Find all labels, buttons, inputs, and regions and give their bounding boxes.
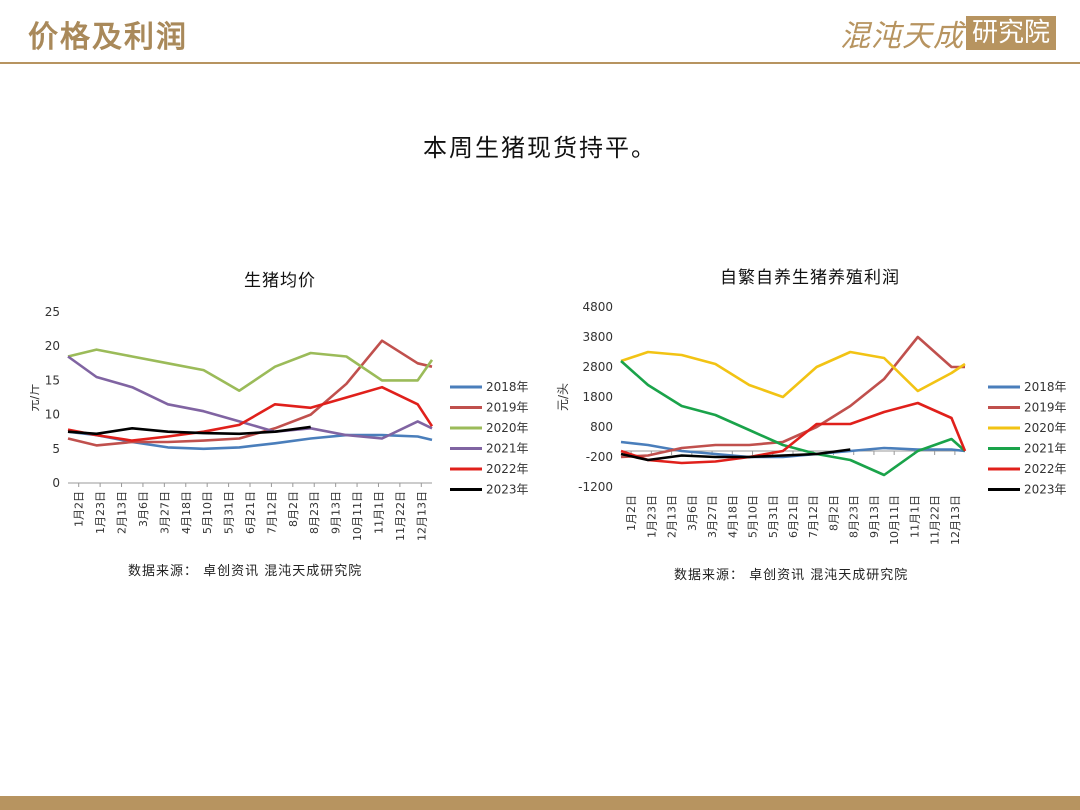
x-tick-label: 10月11日 <box>351 491 364 541</box>
x-tick-label: 10月11日 <box>888 495 901 545</box>
x-tick-label: 1月23日 <box>94 491 107 534</box>
x-tick-label: 6月21日 <box>244 491 257 534</box>
series-line-2022年 <box>67 385 434 442</box>
legend-label: 2021年 <box>1024 442 1067 456</box>
legend-label: 2022年 <box>486 462 529 476</box>
x-tick-label: 12月13日 <box>415 491 428 541</box>
y-tick-label: 25 <box>45 305 60 319</box>
logo-text: 混沌天成 <box>839 19 964 54</box>
y-tick-label: 10 <box>45 408 60 422</box>
series-line-2021年 <box>67 355 433 440</box>
x-tick-label: 7月12日 <box>265 491 278 534</box>
series-line-2021年 <box>620 360 966 477</box>
x-tick-label: 1月23日 <box>645 495 658 538</box>
y-tick-label: 20 <box>45 339 60 353</box>
x-tick-label: 1月2日 <box>625 495 638 531</box>
x-tick-label: 11月1日 <box>908 495 921 538</box>
series-line-2022年 <box>620 401 967 465</box>
y-tick-label: 5 <box>52 442 60 456</box>
x-tick-label: 6月21日 <box>787 495 800 538</box>
legend-label: 2018年 <box>1024 380 1067 394</box>
slide-header: 价格及利润 混沌天成 研究院 <box>0 0 1080 64</box>
y-tick-label: 2800 <box>582 360 613 374</box>
y-tick-label: -200 <box>586 450 613 464</box>
x-tick-label: 11月1日 <box>372 491 385 534</box>
x-tick-label: 8月23日 <box>848 495 861 538</box>
logo-box-text: 研究院 <box>965 16 1056 50</box>
x-tick-label: 3月6日 <box>686 495 699 531</box>
series-line-2023年 <box>620 448 851 462</box>
company-logo: 混沌天成 研究院 <box>839 14 1056 54</box>
series-line-2019年 <box>620 335 965 459</box>
x-tick-label: 3月27日 <box>158 491 171 534</box>
x-tick-label: 9月13日 <box>330 491 343 534</box>
x-tick-label: 5月10日 <box>201 491 214 534</box>
x-tick-label: 5月31日 <box>223 491 236 534</box>
x-tick-label: 3月6日 <box>137 491 150 527</box>
y-axis-label: 元/头 <box>556 383 570 411</box>
x-tick-label: 9月13日 <box>868 495 881 538</box>
y-tick-label: -1200 <box>578 480 613 494</box>
x-tick-label: 11月22日 <box>394 491 407 541</box>
legend-label: 2019年 <box>486 401 529 415</box>
x-tick-label: 8月2日 <box>827 495 840 531</box>
legend-label: 2023年 <box>486 483 529 497</box>
legend-label: 2018年 <box>486 380 529 394</box>
y-tick-label: 15 <box>45 373 60 387</box>
x-tick-label: 3月27日 <box>706 495 719 538</box>
legend-label: 2020年 <box>1024 421 1067 435</box>
y-tick-label: 1800 <box>582 390 613 404</box>
headline: 本周生猪现货持平。 <box>423 134 657 162</box>
source-note-right: 数据来源： 卓创资讯 混沌天成研究院 <box>674 568 909 583</box>
chart-title-breeding-profit: 自繁自养生猪养殖利润 <box>720 268 900 288</box>
legend-label: 2021年 <box>486 442 529 456</box>
y-tick-label: 0 <box>52 476 60 490</box>
series-line-2023年 <box>67 425 311 436</box>
x-tick-label: 5月31日 <box>767 495 780 538</box>
series-line-2020年 <box>620 350 966 399</box>
chart-pig-price: 0 5 10 15 20 25 1月2日 1月23日 2月13日 3月6日 3月27日 4月18日 5月… <box>30 305 529 541</box>
x-tick-label: 8月2日 <box>287 491 300 527</box>
x-tick-label: 2月13日 <box>666 495 679 538</box>
header-divider <box>0 62 1080 64</box>
page-title: 价格及利润 <box>28 20 188 55</box>
x-tick-label: 1月2日 <box>73 491 86 527</box>
legend-label: 2022年 <box>1024 462 1067 476</box>
legend-label: 2019年 <box>1024 401 1067 415</box>
legend-label: 2020年 <box>486 421 529 435</box>
chart-breeding-profit: -1200 -200 800 1800 2800 3800 4800 1月2日 1月23日 2月1… <box>556 300 1067 545</box>
x-tick-label: 11月22日 <box>929 495 942 545</box>
chart-title-pig-price: 生猪均价 <box>244 271 316 291</box>
y-tick-label: 4800 <box>582 300 613 314</box>
x-tick-label: 4月18日 <box>726 495 739 538</box>
x-tick-label: 8月23日 <box>308 491 321 534</box>
x-tick-label: 7月12日 <box>807 495 820 538</box>
x-tick-label: 2月13日 <box>116 491 129 534</box>
source-note-left: 数据来源： 卓创资讯 混沌天成研究院 <box>128 564 363 579</box>
x-tick-label: 5月10日 <box>747 495 760 538</box>
legend-label: 2023年 <box>1024 483 1067 497</box>
y-tick-label: 800 <box>590 420 613 434</box>
series-line-2020年 <box>67 348 434 392</box>
y-tick-label: 3800 <box>582 330 613 344</box>
x-tick-label: 12月13日 <box>949 495 962 545</box>
footer-bar <box>0 796 1080 810</box>
y-axis-label: 元/斤 <box>30 383 41 411</box>
x-tick-label: 4月18日 <box>180 491 193 534</box>
